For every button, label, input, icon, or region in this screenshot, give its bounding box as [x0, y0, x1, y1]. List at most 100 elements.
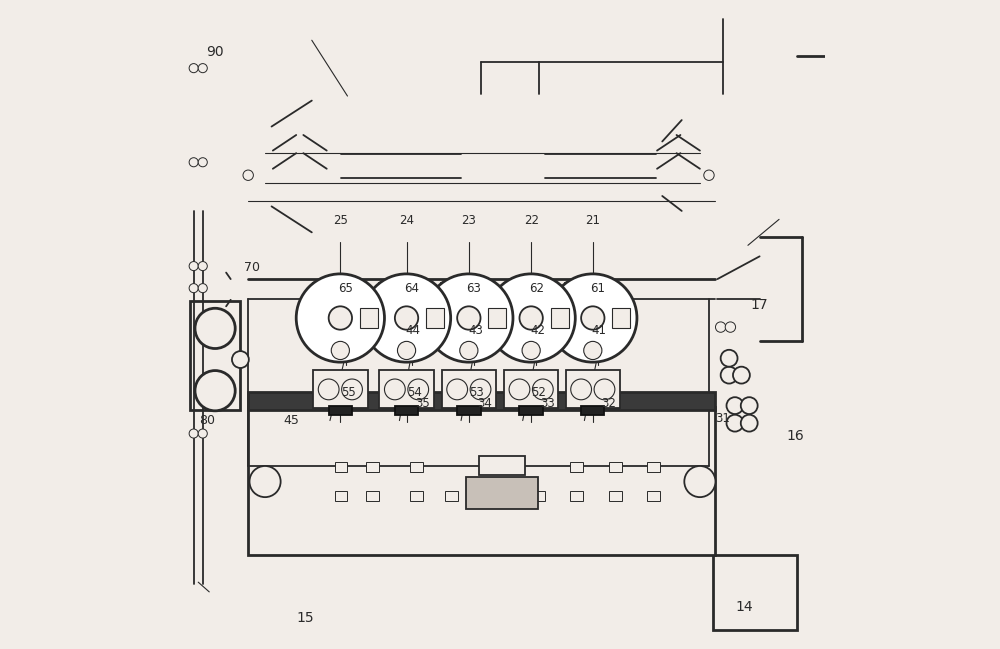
Text: 63: 63 — [467, 282, 481, 295]
Circle shape — [487, 274, 575, 362]
Text: 17: 17 — [751, 298, 768, 312]
Bar — [647, 462, 660, 472]
Bar — [442, 370, 496, 408]
Text: 14: 14 — [736, 600, 753, 614]
Circle shape — [243, 170, 253, 180]
Circle shape — [384, 379, 405, 400]
Bar — [713, 555, 797, 630]
Bar — [426, 308, 444, 328]
Text: 61: 61 — [590, 282, 605, 295]
Circle shape — [721, 350, 738, 367]
Text: 22: 22 — [524, 214, 539, 227]
Text: 42: 42 — [530, 324, 545, 337]
Circle shape — [727, 397, 743, 414]
Bar — [612, 308, 630, 328]
Circle shape — [232, 351, 249, 368]
Text: 43: 43 — [468, 324, 483, 337]
Text: 25: 25 — [333, 214, 348, 227]
Bar — [532, 491, 545, 501]
Circle shape — [725, 322, 736, 332]
Circle shape — [189, 284, 198, 293]
Text: 33: 33 — [540, 397, 555, 410]
Bar — [609, 462, 622, 472]
Circle shape — [522, 341, 540, 360]
Circle shape — [571, 379, 592, 400]
Text: 55: 55 — [341, 386, 356, 399]
Text: 34: 34 — [478, 397, 493, 410]
Text: 62: 62 — [529, 282, 544, 295]
Circle shape — [715, 322, 726, 332]
Circle shape — [721, 367, 738, 384]
Circle shape — [519, 306, 543, 330]
Bar — [445, 491, 458, 501]
Bar — [366, 462, 379, 472]
Bar — [366, 491, 379, 501]
Bar — [190, 301, 240, 410]
Bar — [329, 406, 352, 415]
Text: 44: 44 — [406, 324, 421, 337]
Circle shape — [195, 308, 235, 349]
Text: 80: 80 — [199, 414, 215, 427]
Text: 53: 53 — [469, 386, 484, 399]
Bar — [248, 407, 715, 555]
Text: 64: 64 — [404, 282, 419, 295]
Bar — [466, 477, 538, 509]
Bar — [488, 308, 506, 328]
Bar — [410, 462, 423, 472]
Circle shape — [329, 306, 352, 330]
Circle shape — [741, 415, 758, 432]
Bar — [487, 491, 500, 501]
Circle shape — [249, 466, 281, 497]
Bar — [335, 462, 347, 472]
Text: 70: 70 — [244, 261, 260, 274]
Text: 90: 90 — [206, 45, 223, 59]
Circle shape — [594, 379, 615, 400]
Circle shape — [581, 306, 604, 330]
Text: 45: 45 — [283, 414, 299, 427]
Circle shape — [189, 158, 198, 167]
Bar — [581, 406, 604, 415]
Circle shape — [425, 274, 513, 362]
Text: 31: 31 — [715, 412, 730, 425]
Circle shape — [741, 397, 758, 414]
Bar — [479, 456, 525, 475]
Bar — [313, 370, 368, 408]
Circle shape — [684, 466, 715, 497]
Text: 35: 35 — [415, 397, 430, 410]
Bar — [566, 370, 620, 408]
Circle shape — [727, 415, 743, 432]
Bar — [395, 406, 418, 415]
Bar — [335, 491, 347, 501]
Circle shape — [362, 274, 451, 362]
Circle shape — [318, 379, 339, 400]
Circle shape — [733, 367, 750, 384]
Text: 54: 54 — [407, 386, 422, 399]
Bar — [457, 406, 481, 415]
Text: 52: 52 — [532, 386, 546, 399]
Circle shape — [460, 341, 478, 360]
Circle shape — [189, 262, 198, 271]
Circle shape — [198, 262, 207, 271]
Text: 23: 23 — [461, 214, 476, 227]
Bar — [609, 491, 622, 501]
Circle shape — [198, 284, 207, 293]
Circle shape — [532, 379, 553, 400]
Bar — [487, 462, 500, 472]
Circle shape — [189, 64, 198, 73]
Text: 16: 16 — [787, 429, 805, 443]
Circle shape — [198, 64, 207, 73]
Circle shape — [470, 379, 491, 400]
Circle shape — [195, 371, 235, 411]
Text: 15: 15 — [296, 611, 314, 625]
Bar — [519, 406, 543, 415]
Circle shape — [457, 306, 481, 330]
Text: 21: 21 — [585, 214, 600, 227]
Circle shape — [189, 429, 198, 438]
Circle shape — [198, 158, 207, 167]
Bar — [551, 308, 569, 328]
Bar — [360, 308, 378, 328]
Bar — [379, 370, 434, 408]
Text: 24: 24 — [399, 214, 414, 227]
Circle shape — [704, 170, 714, 180]
Circle shape — [397, 341, 416, 360]
